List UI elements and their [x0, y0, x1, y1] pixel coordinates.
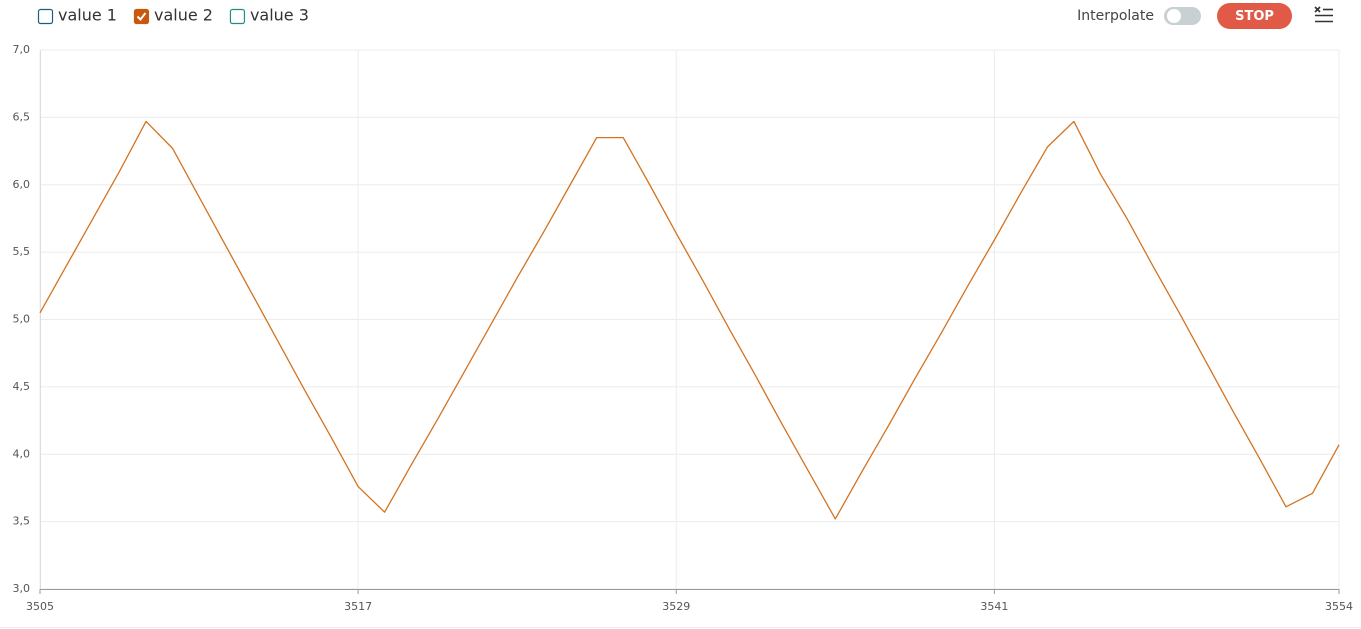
- legend-checkbox[interactable]: value 1: [37, 6, 117, 25]
- y-tick-label: 3,0: [13, 582, 31, 595]
- legend-label: value 2: [154, 6, 213, 25]
- y-tick-label: 5,5: [13, 245, 31, 258]
- y-tick-label: 3,5: [13, 515, 31, 528]
- stop-button[interactable]: STOP: [1217, 3, 1292, 29]
- stop-label: STOP: [1235, 9, 1274, 24]
- x-tick-label: 3505: [26, 600, 54, 613]
- legend-label: value 3: [250, 6, 309, 25]
- x-tick-label: 3554: [1325, 600, 1353, 613]
- checkbox-check: [136, 12, 147, 22]
- interpolate-toggle[interactable]: [1164, 7, 1201, 25]
- checkbox-box: [133, 8, 150, 25]
- legend-checkbox[interactable]: value 2: [133, 6, 213, 25]
- legend-checkbox[interactable]: value 3: [229, 6, 309, 25]
- y-tick-label: 4,5: [13, 380, 31, 393]
- y-tick-label: 6,5: [13, 110, 31, 123]
- x-tick-label: 3541: [980, 600, 1008, 613]
- x-tick-label: 3529: [662, 600, 690, 613]
- clear-menu-icon[interactable]: [1314, 6, 1333, 23]
- y-tick-label: 7,0: [13, 43, 31, 56]
- checkbox-box: [37, 8, 54, 25]
- data-line: [39, 120, 1340, 520]
- y-tick-label: 5,0: [13, 313, 31, 326]
- interpolate-label: Interpolate: [1077, 8, 1154, 24]
- x-tick-label: 3517: [344, 600, 372, 613]
- y-tick-label: 6,0: [13, 178, 31, 191]
- legend-label: value 1: [58, 6, 117, 25]
- checkbox-box: [229, 8, 246, 25]
- y-tick-label: 4,0: [13, 447, 31, 460]
